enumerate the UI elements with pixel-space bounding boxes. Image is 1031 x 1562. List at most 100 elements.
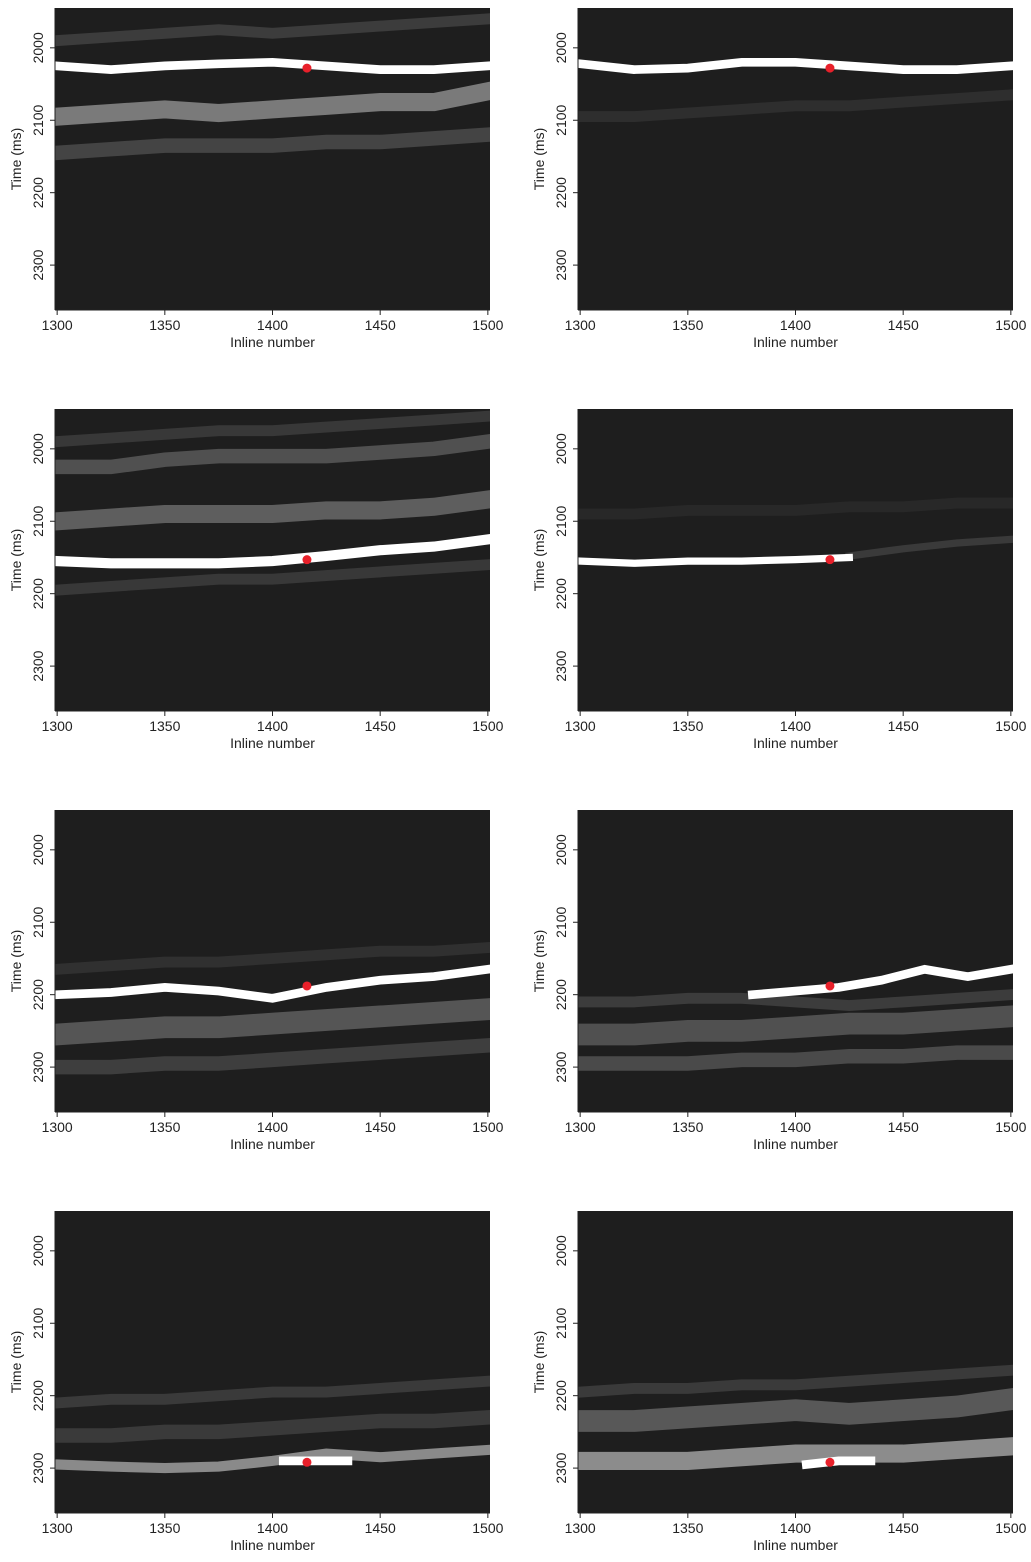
x-tick-label: 1350 xyxy=(672,1520,703,1536)
x-tick-label: 1350 xyxy=(672,1119,703,1135)
y-tick-label: 2000 xyxy=(30,433,46,464)
pick-point xyxy=(825,981,835,991)
y-tick-label: 2300 xyxy=(553,249,569,280)
y-tick-label: 2200 xyxy=(30,979,46,1010)
ridge xyxy=(55,1375,490,1409)
ridges xyxy=(578,497,1013,567)
y-tick-label: 2100 xyxy=(30,104,46,135)
ridge xyxy=(55,57,490,74)
pick-point xyxy=(825,1457,835,1467)
pick-point xyxy=(825,555,835,565)
y-tick-label: 2000 xyxy=(553,433,569,464)
x-tick-label: 1350 xyxy=(672,718,703,734)
x-tick-label: 1450 xyxy=(888,317,919,333)
y-tick-label: 2100 xyxy=(553,906,569,937)
y-axis-label: Time (ms) xyxy=(531,529,547,591)
y-tick-label: 2000 xyxy=(30,834,46,865)
y-tick-label: 2300 xyxy=(30,1452,46,1483)
x-tick-label: 1400 xyxy=(780,718,811,734)
panel: 1300 1350 1400 1450 1500 2000 2100 2200 2300 Inli… xyxy=(8,810,504,1152)
ridge xyxy=(55,1444,490,1474)
y-tick-label: 2100 xyxy=(553,1307,569,1338)
ridge xyxy=(55,410,490,448)
y-tick-label: 2000 xyxy=(30,1235,46,1266)
pick-point xyxy=(302,63,312,73)
x-tick-label: 1450 xyxy=(365,317,396,333)
y-tick-label: 2100 xyxy=(30,906,46,937)
plot-background xyxy=(55,8,490,310)
ridges xyxy=(55,1375,490,1474)
y-tick-label: 2300 xyxy=(553,650,569,681)
y-tick-label: 2000 xyxy=(553,1235,569,1266)
x-tick-label: 1450 xyxy=(365,1119,396,1135)
y-tick-label: 2200 xyxy=(553,177,569,208)
x-tick-label: 1300 xyxy=(42,317,73,333)
ridge xyxy=(55,559,490,596)
x-tick-label: 1300 xyxy=(42,1119,73,1135)
y-axis-label: Time (ms) xyxy=(531,1331,547,1393)
y-tick-label: 2300 xyxy=(30,650,46,681)
y-tick-label: 2200 xyxy=(30,1380,46,1411)
x-tick-label: 1400 xyxy=(257,1520,288,1536)
ridge xyxy=(55,1037,490,1075)
ridge xyxy=(578,553,854,567)
x-axis-label: Inline number xyxy=(230,1136,315,1152)
ridge xyxy=(578,1364,1013,1398)
x-tick-label: 1300 xyxy=(42,718,73,734)
y-tick-label: 2200 xyxy=(30,578,46,609)
ridge xyxy=(578,89,1013,123)
x-tick-label: 1350 xyxy=(149,1520,180,1536)
x-axis-label: Inline number xyxy=(753,334,838,350)
x-tick-label: 1300 xyxy=(565,1119,596,1135)
y-tick-label: 2200 xyxy=(30,177,46,208)
ridge xyxy=(578,1005,1013,1046)
ridge xyxy=(55,533,490,569)
x-tick-label: 1500 xyxy=(995,1119,1026,1135)
ridge xyxy=(578,1388,1013,1432)
ridges xyxy=(578,964,1013,1071)
ridges xyxy=(55,13,490,161)
pick-point xyxy=(302,555,312,565)
y-axis-label: Time (ms) xyxy=(531,930,547,992)
panel: 1300 1350 1400 1450 1500 2000 2100 2200 2300 Inli… xyxy=(531,1211,1027,1553)
y-tick-label: 2100 xyxy=(553,104,569,135)
x-axis-label: Inline number xyxy=(230,334,315,350)
y-tick-label: 2100 xyxy=(30,1307,46,1338)
ridge xyxy=(55,1409,490,1443)
x-tick-label: 1350 xyxy=(149,1119,180,1135)
x-tick-label: 1450 xyxy=(888,718,919,734)
x-tick-label: 1500 xyxy=(995,1520,1026,1536)
x-tick-label: 1500 xyxy=(472,1520,503,1536)
ridge xyxy=(578,57,1013,74)
panel: 1300 1350 1400 1450 1500 2000 2100 2200 2300 Inli… xyxy=(531,810,1027,1152)
panel: 1300 1350 1400 1450 1500 2000 2100 2200 2300 Inli… xyxy=(8,8,504,350)
ridge xyxy=(578,1045,1013,1071)
ridges xyxy=(55,942,490,1075)
ridge xyxy=(578,989,1013,1011)
y-axis-label: Time (ms) xyxy=(8,529,24,591)
y-axis-label: Time (ms) xyxy=(8,1331,24,1393)
ridge xyxy=(55,433,490,475)
x-tick-label: 1350 xyxy=(149,718,180,734)
x-tick-label: 1500 xyxy=(472,718,503,734)
x-tick-label: 1300 xyxy=(565,718,596,734)
x-tick-label: 1300 xyxy=(565,1520,596,1536)
x-tick-label: 1400 xyxy=(780,317,811,333)
x-tick-label: 1300 xyxy=(565,317,596,333)
y-tick-label: 2200 xyxy=(553,979,569,1010)
x-tick-label: 1350 xyxy=(672,317,703,333)
y-axis-label: Time (ms) xyxy=(8,128,24,190)
y-tick-label: 2000 xyxy=(30,32,46,63)
x-tick-label: 1500 xyxy=(472,1119,503,1135)
ridge xyxy=(55,13,490,47)
y-tick-label: 2000 xyxy=(553,834,569,865)
x-tick-label: 1450 xyxy=(365,1520,396,1536)
ridge xyxy=(55,942,490,975)
ridges xyxy=(578,57,1013,123)
y-tick-label: 2100 xyxy=(553,505,569,536)
y-axis-label: Time (ms) xyxy=(8,930,24,992)
y-tick-label: 2200 xyxy=(553,578,569,609)
ridge xyxy=(801,1456,876,1470)
panel: 1300 1350 1400 1450 1500 2000 2100 2200 2300 Inli… xyxy=(531,8,1027,350)
